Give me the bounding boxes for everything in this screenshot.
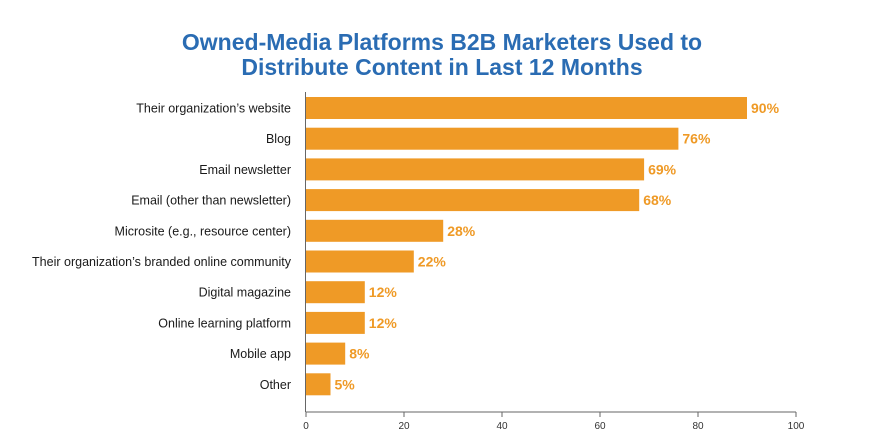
bar-9 <box>306 373 331 396</box>
x-tick-label-3: 60 <box>594 421 606 432</box>
category-label-6: Digital magazine <box>199 286 291 300</box>
value-label-3: 68% <box>643 192 672 208</box>
bar-8 <box>306 342 346 365</box>
value-label-7: 12% <box>369 315 398 331</box>
value-label-4: 28% <box>447 223 476 239</box>
value-label-5: 22% <box>418 254 447 270</box>
category-label-5: Their organization’s branded online comm… <box>32 255 292 269</box>
category-label-2: Email newsletter <box>199 163 291 177</box>
category-label-8: Mobile app <box>230 347 291 361</box>
category-label-4: Microsite (e.g., resource center) <box>115 224 291 238</box>
x-tick-label-1: 20 <box>398 421 410 432</box>
bar-7 <box>306 311 365 334</box>
bar-4 <box>306 219 444 242</box>
value-label-2: 69% <box>648 161 677 177</box>
bar-3 <box>306 189 640 212</box>
value-label-8: 8% <box>349 346 370 362</box>
value-label-9: 5% <box>335 376 356 392</box>
category-label-3: Email (other than newsletter) <box>131 194 291 208</box>
bar-1 <box>306 127 679 150</box>
bar-2 <box>306 158 645 181</box>
x-tick-label-2: 40 <box>496 421 508 432</box>
category-label-1: Blog <box>266 132 291 146</box>
category-label-9: Other <box>260 378 291 392</box>
bar-0 <box>306 97 747 119</box>
x-tick-label-5: 100 <box>788 421 805 432</box>
category-label-0: Their organization’s website <box>136 102 291 116</box>
x-tick-label-4: 80 <box>692 421 704 432</box>
value-label-1: 76% <box>682 131 711 147</box>
category-label-7: Online learning platform <box>158 316 291 330</box>
value-label-0: 90% <box>751 100 780 116</box>
chart-title-line-2: Distribute Content in Last 12 Months <box>241 54 643 80</box>
x-tick-label-0: 0 <box>303 421 309 432</box>
bar-6 <box>306 281 365 304</box>
bar-5 <box>306 250 414 273</box>
chart-title-line-1: Owned-Media Platforms B2B Marketers Used… <box>181 29 703 55</box>
chart-title: Owned-Media Platforms B2B Marketers Used… <box>0 30 884 80</box>
value-label-6: 12% <box>369 284 398 300</box>
